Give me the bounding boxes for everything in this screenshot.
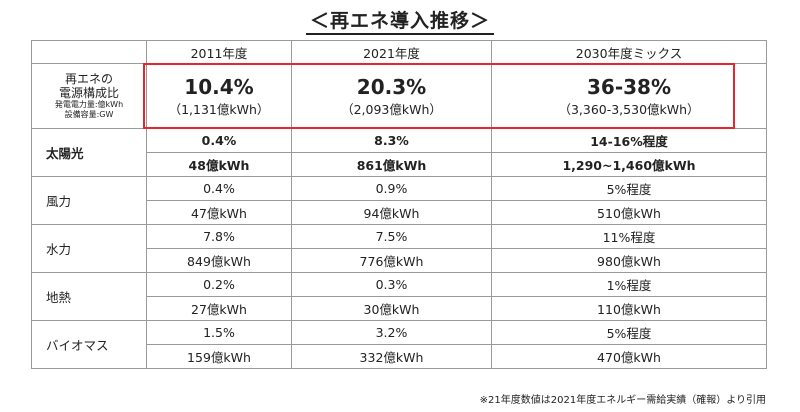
- table-row: 太陽光 0.4% 8.3% 14-16%程度: [31, 128, 767, 177]
- cell: 30億kWh: [291, 296, 492, 321]
- mix-label: 再エネの 電源構成比 発電電力量:億kWh 設備容量:GW: [31, 63, 147, 129]
- mix-2021: 20.3% （2,093億kWh）: [291, 63, 492, 129]
- cell: 5%程度: [491, 176, 767, 201]
- table-row: 849億kWh 776億kWh 980億kWh: [32, 248, 767, 273]
- cell: 94億kWh: [291, 200, 492, 225]
- row-label-geothermal: 地熱: [31, 272, 147, 321]
- renewable-table: 2011年度 2021年度 2030年度ミックス 再エネの 電源構成比 発電電力…: [31, 40, 767, 369]
- table-row: 47億kWh 94億kWh 510億kWh: [32, 200, 767, 225]
- table-row: 風力 0.4% 0.9% 5%程度: [31, 176, 767, 225]
- col-header-2021: 2021年度: [291, 40, 492, 64]
- cell: 8.3%: [291, 128, 492, 153]
- page-title: ＜再エネ導入推移＞: [0, 6, 800, 35]
- cell: 1.5%: [146, 320, 292, 345]
- row-label-solar: 太陽光: [31, 128, 147, 177]
- cell: 510億kWh: [491, 200, 767, 225]
- cell: 776億kWh: [291, 248, 492, 273]
- cell: 7.5%: [291, 224, 492, 249]
- table-row: 水力 7.8% 7.5% 11%程度: [31, 224, 767, 273]
- cell: 980億kWh: [491, 248, 767, 273]
- cell: 0.3%: [291, 272, 492, 297]
- cell: 159億kWh: [146, 344, 292, 369]
- cell: 0.9%: [291, 176, 492, 201]
- mix-2030: 36-38% （3,360-3,530億kWh）: [491, 63, 767, 129]
- cell: 0.4%: [146, 176, 292, 201]
- row-label-biomass: バイオマス: [31, 320, 147, 369]
- footnote: ※21年度数値は2021年度エネルギー需給実績（確報）より引用: [479, 395, 766, 406]
- row-label-hydro: 水力: [31, 224, 147, 273]
- table-row: 159億kWh 332億kWh 470億kWh: [32, 344, 767, 369]
- mix-row: 再エネの 電源構成比 発電電力量:億kWh 設備容量:GW 10.4% （1,13…: [31, 63, 767, 129]
- cell: 1%程度: [491, 272, 767, 297]
- cell: 470億kWh: [491, 344, 767, 369]
- header-row: 2011年度 2021年度 2030年度ミックス: [31, 40, 767, 64]
- table-row: 27億kWh 30億kWh 110億kWh: [32, 296, 767, 321]
- header-corner: [31, 40, 147, 64]
- cell: 0.2%: [146, 272, 292, 297]
- cell: 7.8%: [146, 224, 292, 249]
- mix-2011: 10.4% （1,131億kWh）: [146, 63, 292, 129]
- cell: 332億kWh: [291, 344, 492, 369]
- table-row: バイオマス 1.5% 3.2% 5%程度: [31, 320, 767, 369]
- cell: 110億kWh: [491, 296, 767, 321]
- col-header-2011: 2011年度: [146, 40, 292, 64]
- cell: 3.2%: [291, 320, 492, 345]
- cell: 849億kWh: [146, 248, 292, 273]
- cell: 1,290~1,460億kWh: [491, 152, 767, 177]
- cell: 0.4%: [146, 128, 292, 153]
- cell: 48億kWh: [146, 152, 292, 177]
- cell: 861億kWh: [291, 152, 492, 177]
- cell: 27億kWh: [146, 296, 292, 321]
- cell: 5%程度: [491, 320, 767, 345]
- col-header-2030: 2030年度ミックス: [491, 40, 767, 64]
- cell: 47億kWh: [146, 200, 292, 225]
- table-row: 地熱 0.2% 0.3% 1%程度: [31, 272, 767, 321]
- cell: 11%程度: [491, 224, 767, 249]
- cell: 14-16%程度: [491, 128, 767, 153]
- row-label-wind: 風力: [31, 176, 147, 225]
